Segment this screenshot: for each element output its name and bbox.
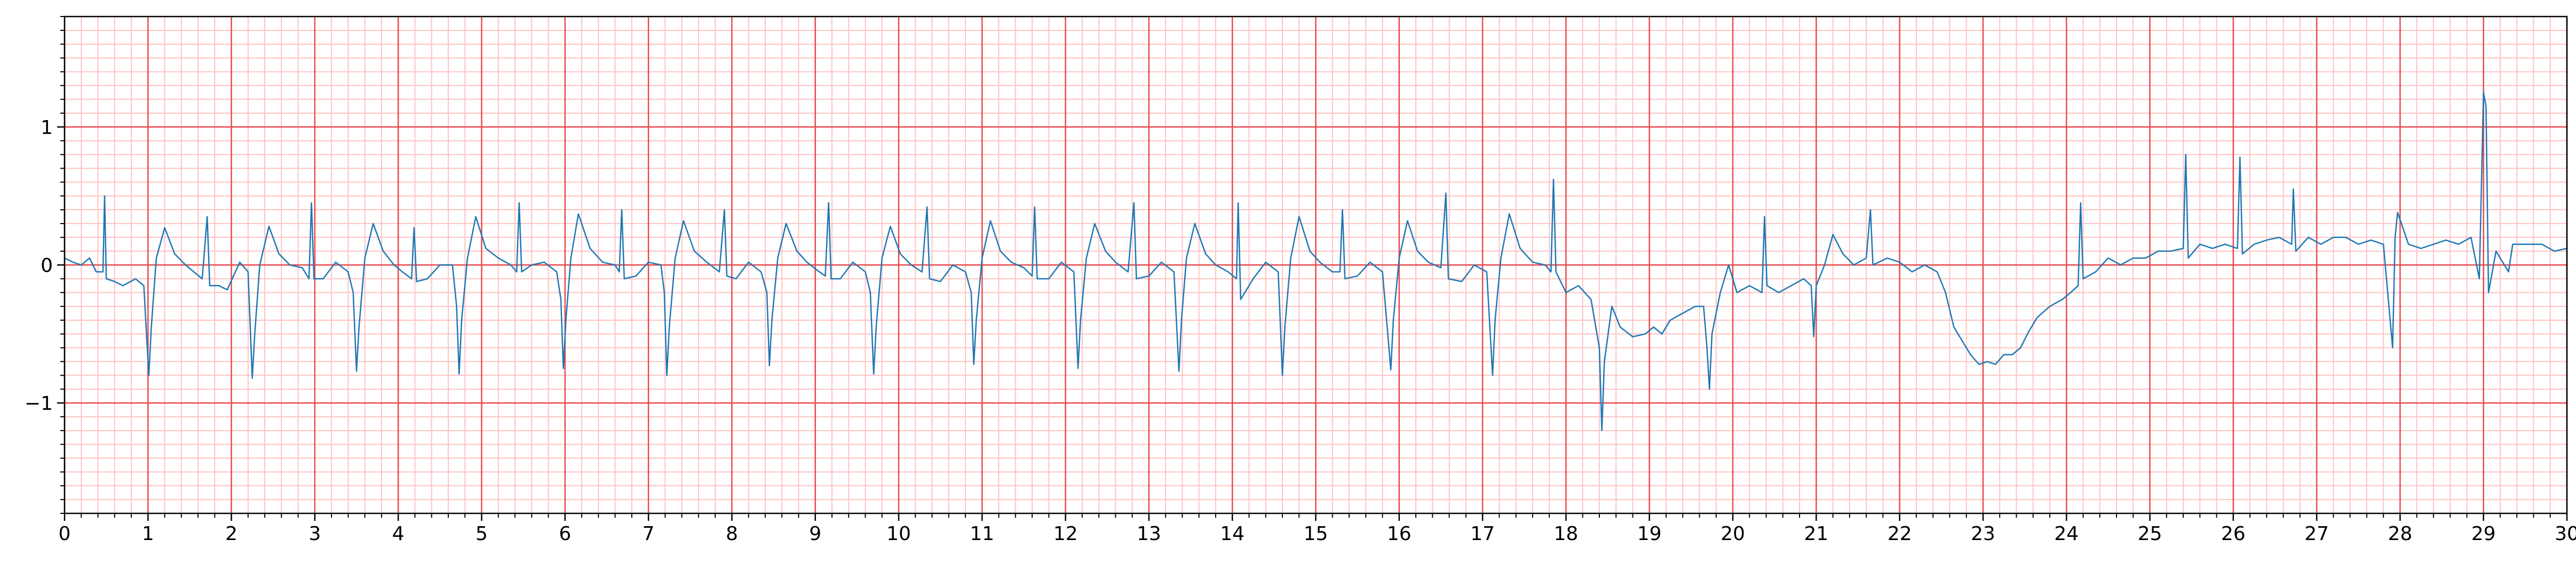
x-tick-label: 13: [1137, 523, 1161, 545]
x-tick-label: 10: [886, 523, 911, 545]
x-tick-label: 14: [1220, 523, 1245, 545]
x-tick-label: 2: [225, 523, 237, 545]
x-tick-label: 25: [2138, 523, 2162, 545]
x-tick-label: 4: [392, 523, 405, 545]
x-tick-label: 30: [2555, 523, 2576, 545]
x-tick-label: 21: [1804, 523, 1828, 545]
x-tick-label: 23: [1971, 523, 1995, 545]
x-tick-label: 22: [1888, 523, 1912, 545]
x-tick-label: 12: [1053, 523, 1078, 545]
grid: [64, 16, 2568, 514]
x-tick-label: 3: [308, 523, 321, 545]
y-tick-label: 1: [41, 117, 53, 139]
axes-frame: [64, 15, 2568, 514]
signal-line: [64, 91, 2567, 432]
x-tick-label: 1: [142, 523, 154, 545]
x-tick-label: 11: [970, 523, 994, 545]
x-tick-label: 15: [1304, 523, 1328, 545]
x-tick-label: 29: [2471, 523, 2496, 545]
y-tick-label: 0: [41, 255, 53, 277]
x-tick-label: 7: [643, 523, 655, 545]
x-tick-label: 27: [2304, 523, 2329, 545]
x-tick-label: 26: [2221, 523, 2246, 545]
axes: 0 1 2 3 4 5 6 7 8 9 10 11 12 13 14 15 16 17 18 19 20 21 22 23 24…: [25, 15, 2576, 545]
x-tick-label: 17: [1470, 523, 1495, 545]
x-tick-label: 9: [809, 523, 821, 545]
x-tick-label: 24: [2054, 523, 2079, 545]
x-tick-label: 19: [1637, 523, 1662, 545]
plot-area: [64, 91, 2567, 432]
x-tick-label: 6: [559, 523, 571, 545]
x-tick-label: 5: [475, 523, 488, 545]
x-tick-label: 16: [1387, 523, 1412, 545]
x-tick-label: 0: [59, 523, 71, 545]
x-tick-label: 20: [1721, 523, 1745, 545]
x-tick-label: 18: [1553, 523, 1578, 545]
y-tick-label: −1: [25, 393, 53, 415]
x-tick-label: 8: [726, 523, 738, 545]
x-tick-label: 28: [2388, 523, 2412, 545]
